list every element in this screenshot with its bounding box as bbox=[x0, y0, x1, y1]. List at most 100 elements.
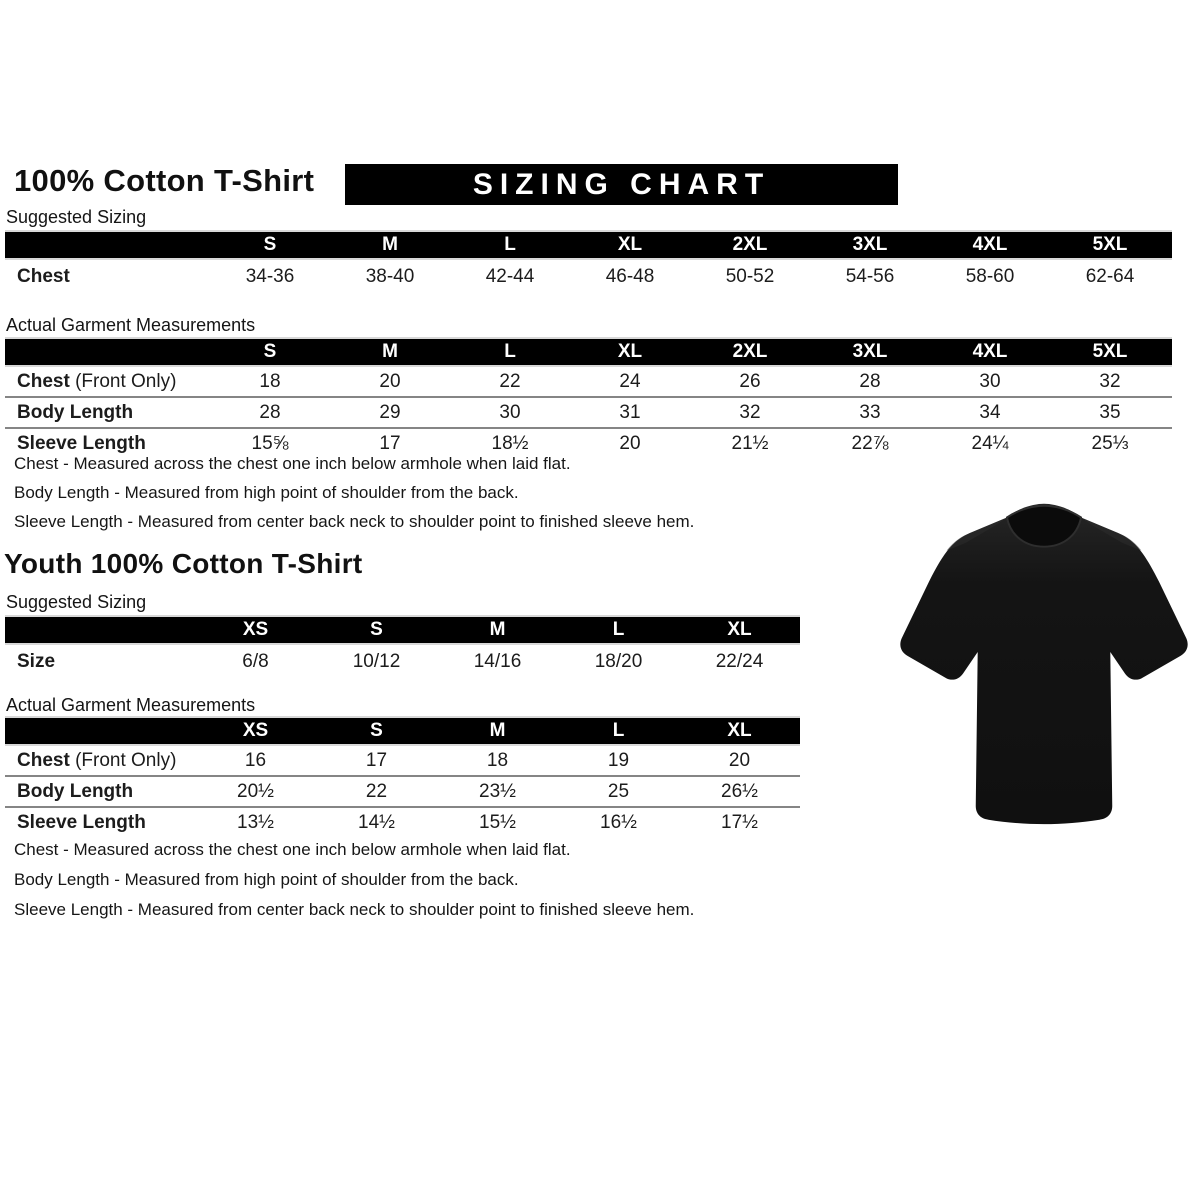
measurement-value-cell: 24¼ bbox=[971, 432, 1009, 454]
adult-actual-measurements-table: S M L XL 2XL 3XL 4XL 5XL Chest (Front Only) 18 20 2… bbox=[5, 337, 1172, 458]
measurement-value-cell: 26½ bbox=[721, 780, 758, 802]
measurement-value-cell: 62-64 bbox=[1085, 266, 1135, 287]
size-table-header-row: S M L XL 2XL 3XL 4XL 5XL bbox=[5, 337, 1172, 367]
measurement-value-cell: 25⅓ bbox=[1091, 432, 1129, 454]
youth-measurement-notes: Chest - Measured across the chest one in… bbox=[14, 840, 694, 930]
size-column-header: XL bbox=[727, 720, 752, 741]
measurement-row-label: Chest bbox=[17, 370, 70, 392]
size-column-header: XL bbox=[727, 619, 752, 640]
measurement-value-cell: 14/16 bbox=[473, 651, 522, 672]
measurement-value-cell: 17 bbox=[365, 749, 388, 771]
size-column-header: 3XL bbox=[852, 341, 888, 362]
youth-actual-measurements-label: Actual Garment Measurements bbox=[6, 695, 256, 715]
adult-suggested-sizing-table: S M L XL 2XL 3XL 4XL 5XL Chest 34-36 38-40 42-44 46-… bbox=[5, 230, 1172, 294]
size-column-header: L bbox=[612, 619, 625, 640]
size-table-header-row: XS S M L XL bbox=[5, 615, 800, 645]
table-row: Sleeve Length 15⅝ 17 18½ 20 21½ 22⅞ 24¼ 25⅓ bbox=[5, 427, 1172, 458]
measurement-value-cell: 15⅝ bbox=[251, 432, 289, 454]
measurement-value-cell: 20 bbox=[728, 749, 751, 771]
measurement-row-label-suffix: (Front Only) bbox=[69, 749, 177, 771]
size-table-header-row: S M L XL 2XL 3XL 4XL 5XL bbox=[5, 230, 1172, 260]
measurement-value-cell: 25 bbox=[607, 780, 630, 802]
measurement-value-cell: 15½ bbox=[479, 811, 516, 833]
measurement-value-cell: 54-56 bbox=[845, 266, 895, 287]
size-column-header: XL bbox=[617, 341, 643, 362]
measurement-row-label-cell: Chest (Front Only) bbox=[5, 750, 195, 772]
size-column-header: L bbox=[612, 720, 625, 741]
measurement-row-label-cell: Sleeve Length bbox=[5, 812, 195, 834]
size-column-header: S bbox=[263, 341, 277, 362]
size-column-header: 5XL bbox=[1092, 341, 1128, 362]
youth-actual-measurements-table: XS S M L XL Chest (Front Only) 16 17 18 19 20 Body … bbox=[5, 716, 800, 837]
measurement-value-cell: 32 bbox=[1099, 370, 1121, 392]
size-column-header: 4XL bbox=[972, 341, 1008, 362]
youth-section-title: Youth 100% Cotton T-Shirt bbox=[4, 548, 363, 579]
measurement-value-cell: 34 bbox=[979, 401, 1001, 423]
sizing-chart-banner: SIZING CHART bbox=[345, 164, 898, 205]
table-row: Sleeve Length 13½ 14½ 15½ 16½ 17½ bbox=[5, 806, 800, 837]
youth-suggested-sizing-table: XS S M L XL Size 6/8 10/12 14/16 18/20 22/24 bbox=[5, 615, 800, 679]
measurement-value-cell: 28 bbox=[859, 370, 881, 392]
size-column-header: S bbox=[370, 619, 383, 640]
measurement-value-cell: 30 bbox=[499, 401, 521, 423]
measurement-value-cell: 20½ bbox=[237, 780, 274, 802]
size-column-header: M bbox=[489, 619, 506, 640]
measurement-note: Chest - Measured across the chest one in… bbox=[14, 454, 571, 473]
size-column-header: S bbox=[370, 720, 383, 741]
measurement-value-cell: 38-40 bbox=[365, 266, 415, 287]
measurement-value-cell: 18 bbox=[259, 370, 281, 392]
measurement-value-cell: 22 bbox=[499, 370, 521, 392]
size-column-header: 2XL bbox=[732, 234, 768, 255]
measurement-row-label: Body Length bbox=[17, 401, 134, 423]
measurement-row-label: Body Length bbox=[17, 780, 134, 802]
measurement-value-cell: 22/24 bbox=[715, 651, 764, 672]
measurement-row-label-cell: Size bbox=[5, 651, 195, 673]
measurement-value-cell: 28 bbox=[259, 401, 281, 423]
measurement-value-cell: 26 bbox=[739, 370, 761, 392]
measurement-note: Body Length - Measured from high point o… bbox=[14, 870, 519, 889]
measurement-value-cell: 18½ bbox=[491, 432, 529, 454]
table-row: Chest (Front Only) 18 20 22 24 26 28 30 32 bbox=[5, 367, 1172, 396]
measurement-value-cell: 16 bbox=[244, 749, 267, 771]
measurement-value-cell: 33 bbox=[859, 401, 881, 423]
size-column-header: 5XL bbox=[1092, 234, 1128, 255]
measurement-value-cell: 31 bbox=[619, 401, 641, 423]
measurement-row-label-cell: Sleeve Length bbox=[5, 433, 210, 455]
measurement-note: Sleeve Length - Measured from center bac… bbox=[14, 900, 695, 919]
measurement-value-cell: 29 bbox=[379, 401, 401, 423]
measurement-value-cell: 19 bbox=[607, 749, 630, 771]
measurement-value-cell: 32 bbox=[739, 401, 761, 423]
youth-suggested-sizing-label: Suggested Sizing bbox=[6, 592, 147, 612]
measurement-value-cell: 23½ bbox=[479, 780, 516, 802]
measurement-row-label: Chest bbox=[17, 266, 70, 287]
page-title: 100% Cotton T-Shirt bbox=[14, 163, 315, 198]
measurement-value-cell: 58-60 bbox=[965, 266, 1015, 287]
size-column-header: M bbox=[382, 234, 398, 255]
size-column-header: M bbox=[489, 720, 506, 741]
table-row: Chest 34-36 38-40 42-44 46-48 50-52 54-56 58-60… bbox=[5, 260, 1172, 294]
measurement-row-label-cell: Chest (Front Only) bbox=[5, 371, 210, 393]
table-row: Chest (Front Only) 16 17 18 19 20 bbox=[5, 746, 800, 775]
measurement-row-label-cell: Chest bbox=[5, 266, 210, 288]
measurement-value-cell: 10/12 bbox=[352, 651, 401, 672]
measurement-value-cell: 6/8 bbox=[242, 651, 269, 672]
measurement-value-cell: 16½ bbox=[600, 811, 637, 833]
measurement-row-label-suffix: (Front Only) bbox=[69, 370, 177, 392]
measurement-value-cell: 42-44 bbox=[485, 266, 535, 287]
measurement-row-label-cell: Body Length bbox=[5, 402, 210, 424]
tshirt-shoulder-highlight bbox=[946, 517, 1007, 551]
measurement-row-label: Size bbox=[17, 651, 56, 672]
table-row: Size 6/8 10/12 14/16 18/20 22/24 bbox=[5, 645, 800, 679]
measurement-note: Body Length - Measured from high point o… bbox=[14, 483, 519, 502]
measurement-value-cell: 18 bbox=[486, 749, 509, 771]
measurement-value-cell: 20 bbox=[379, 370, 401, 392]
measurement-value-cell: 22⅞ bbox=[851, 432, 889, 454]
size-column-header: L bbox=[504, 341, 516, 362]
measurement-value-cell: 17½ bbox=[721, 811, 758, 833]
measurement-row-label: Sleeve Length bbox=[17, 811, 146, 833]
measurement-value-cell: 30 bbox=[979, 370, 1001, 392]
measurement-value-cell: 34-36 bbox=[245, 266, 295, 287]
measurement-value-cell: 46-48 bbox=[605, 266, 655, 287]
measurement-value-cell: 50-52 bbox=[725, 266, 775, 287]
adult-measurement-notes: Chest - Measured across the chest one in… bbox=[14, 454, 694, 541]
